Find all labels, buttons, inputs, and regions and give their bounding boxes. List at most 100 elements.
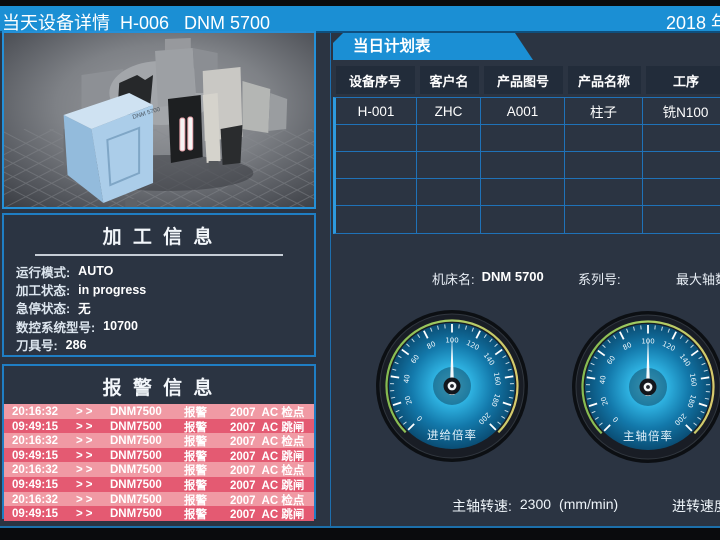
titlebar: 当天设备详情 H-006 DNM 5700 2018 年 [0, 6, 720, 33]
plan-row [336, 206, 720, 233]
info-field-label: 刀具号: [16, 339, 58, 354]
alarm-device: DNM7500 [110, 420, 162, 433]
alarm-time: 09:49:15 [12, 508, 59, 521]
gauge-tick-label: 180 [489, 392, 501, 407]
tab-daily-plan[interactable]: 当日计划表 [333, 33, 533, 60]
plan-row: H-001 ZHC A001 柱子 铣N100 [336, 98, 720, 125]
machine-image-panel: DNM 5700 [2, 31, 316, 209]
bottom-strip [0, 528, 720, 540]
info-row: 加工状态: in progress [4, 280, 314, 299]
processing-info-panel: 加 工 信 息 运行模式: AUTO 加工状态: in progress 急停状态: 无数… [2, 213, 316, 357]
plan-cell [417, 206, 481, 233]
alarm-arrow-icon: >> [76, 406, 96, 418]
alarm-info-panel: 报 警 信 息 20:16:32 >> DNM7500 报警 2007 AC 检点 09:… [2, 364, 316, 521]
info-field-value: 无 [78, 302, 91, 317]
alarm-detail: 2007 AC 跳闸 [230, 450, 305, 463]
gauge-tick-label: 60 [409, 353, 421, 365]
plan-cell [336, 206, 417, 233]
machine-name: 机床名: DNM 5700 [432, 269, 544, 288]
plan-header-cell: 产品图号 [483, 66, 563, 94]
plan-cell [417, 125, 481, 151]
alarm-detail: 2007 AC 检点 [230, 494, 305, 507]
alarm-time: 09:49:15 [12, 478, 59, 491]
alarm-arrow-icon: >> [76, 420, 96, 433]
alarm-arrow-icon: >> [76, 435, 96, 448]
machine-name-label: 机床名: [432, 272, 475, 287]
plan-header-cell: 客户名 [419, 66, 479, 94]
alarm-row: 09:49:15 >> DNM7500 报警 2007 AC 跳闸 [4, 418, 314, 434]
alarm-type: 报警 [184, 465, 207, 477]
alarm-detail: 2007 AC 检点 [230, 465, 305, 477]
alarm-time: 09:49:15 [12, 449, 59, 462]
alarm-row: 20:16:32 >> DNM7500 报警 2007 AC 检点 [4, 462, 314, 477]
gauge-name-label: 主轴倍率 [623, 429, 673, 443]
spindle-override-gauge: 020406080100120140160180200主轴倍率 [572, 311, 720, 463]
alarm-device: DNM7500 [110, 406, 162, 418]
alarm-type: 报警 [184, 494, 207, 507]
plan-cell [643, 206, 720, 233]
plan-cell [643, 125, 720, 151]
info-row: 刀具号: 286 [4, 336, 314, 354]
plan-cell [565, 206, 643, 233]
plan-cell [417, 152, 481, 178]
max-axes-label: 最大轴数 [676, 272, 720, 287]
info-row: 运行模式: AUTO [4, 262, 314, 280]
bottom-border-line [0, 526, 720, 528]
feed-override-gauge-container: 020406080100120140160180200进给倍率 [372, 306, 532, 466]
alarm-row: 20:16:32 >> DNM7500 报警 2007 AC 检点 [4, 433, 314, 448]
gauge-tick-label: 80 [622, 341, 634, 352]
plan-row [336, 152, 720, 179]
plan-cell [481, 152, 565, 178]
info-field-value: 10700 [103, 319, 138, 334]
spindle-speed-unit: (mm/min) [559, 496, 619, 512]
gauge-tick-label: 0 [611, 415, 620, 424]
alarm-detail: 2007 AC 检点 [230, 436, 305, 448]
plan-header-cell: 产品名称 [567, 66, 641, 94]
gauge-tick-label: 80 [426, 340, 438, 351]
alarm-row: 20:16:32 >> DNM7500 报警 2007 AC 检点 [4, 491, 314, 507]
plan-cell [643, 179, 720, 205]
info-field-label: 加工状态: [16, 284, 71, 299]
spindle-speed-readout: 主轴转速: 2300 (mm/min) [452, 496, 618, 516]
alarm-rows: 20:16:32 >> DNM7500 报警 2007 AC 检点 09:49:15 >> D… [4, 404, 314, 521]
plan-cell [565, 179, 643, 205]
spindle-speed-label: 主轴转速: [452, 498, 512, 514]
gauge-tick-label: 160 [688, 373, 698, 387]
info-field-label: 运行模式: [16, 265, 71, 280]
feed-override-gauge: 020406080100120140160180200进给倍率 [376, 310, 528, 462]
alarm-time: 20:16:32 [12, 406, 59, 418]
daily-plan-table: 设备序号 客户名 产品图号 产品名称 工序 H-001 ZHC A001 柱子 铣N100 [333, 66, 720, 234]
daily-plan-title: 当日计划表 [353, 38, 431, 55]
alarm-detail: 2007 AC 跳闸 [230, 421, 305, 434]
feed-speed-label: 进转速度 [672, 498, 720, 514]
title-divider [35, 254, 283, 256]
gauge-name-label: 进给倍率 [427, 428, 477, 442]
alarm-time: 20:16:32 [12, 493, 59, 506]
alarm-detail: 2007 AC 跳闸 [230, 509, 305, 521]
alarm-detail: 2007 AC 检点 [230, 407, 305, 419]
plan-cell: 铣N100 [662, 105, 709, 120]
gauge-tick-label: 20 [600, 396, 610, 407]
info-field-value: AUTO [78, 264, 114, 279]
plan-header-cell: 设备序号 [335, 66, 415, 94]
alarm-row: 09:49:15 >> DNM7500 报警 2007 AC 跳闸 [4, 506, 314, 521]
gauge-tick-label: 160 [492, 372, 502, 386]
alarm-arrow-icon: >> [76, 493, 96, 506]
plan-cell: 柱子 [565, 98, 643, 124]
plan-header-cell: 工序 [645, 66, 720, 94]
spindle-speed-value: 2300 [519, 496, 552, 512]
plan-cell [643, 152, 720, 178]
plan-cell [565, 125, 643, 151]
gauge-tick-label: 40 [598, 375, 607, 385]
alarm-info-title: 报 警 信 息 [102, 378, 216, 399]
alarm-row: 20:16:32 >> DNM7500 报警 2007 AC 检点 [4, 404, 314, 419]
alarm-time: 09:49:15 [12, 420, 59, 433]
info-field-value: in progress [78, 282, 147, 297]
machine-body: DNM 5700 [63, 38, 288, 207]
processing-info-title: 加 工 信 息 [102, 227, 216, 248]
alarm-arrow-icon: >> [76, 464, 96, 477]
machine-3d-render: DNM 5700 [4, 33, 314, 207]
titlebar-date: 2018 年 [665, 13, 720, 33]
plan-cell: ZHC [417, 98, 481, 124]
